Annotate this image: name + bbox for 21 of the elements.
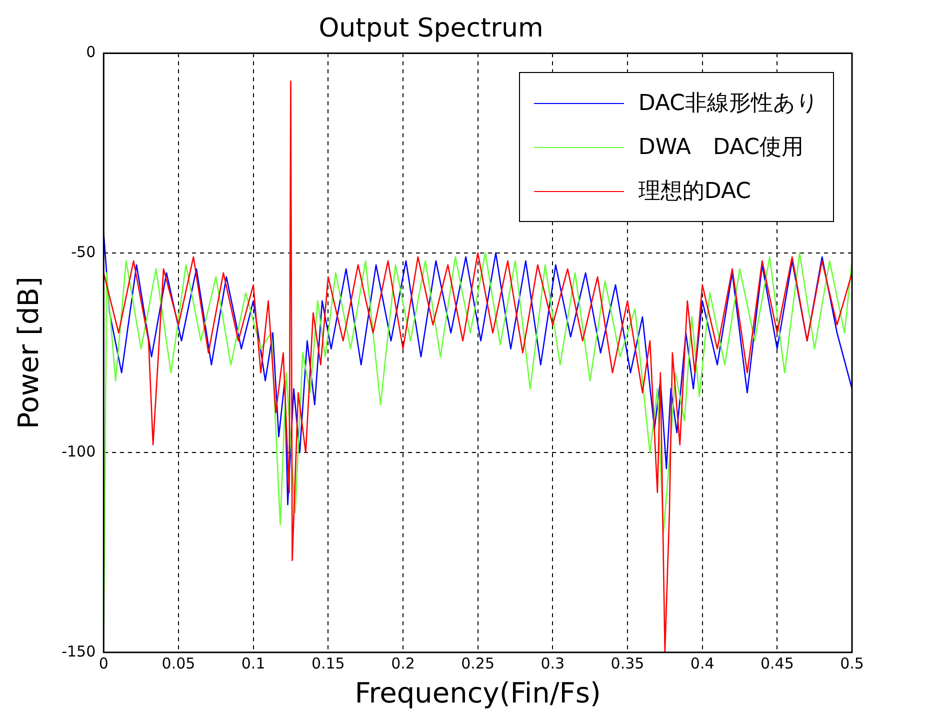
legend-label: DAC非線形性あり <box>638 90 819 118</box>
y-axis-title: Power [dB] <box>12 276 46 429</box>
x-tick-label: 0.3 <box>540 654 565 672</box>
y-tick-label: -150 <box>62 642 96 660</box>
x-tick-label: 0.4 <box>690 654 714 672</box>
x-tick-label: 0 <box>98 654 108 672</box>
x-tick-label: 0.35 <box>610 654 644 672</box>
chart-title: Output Spectrum <box>318 13 544 44</box>
x-tick-label: 0.45 <box>760 654 794 672</box>
x-tick-label: 0.2 <box>391 654 415 672</box>
legend-label: DWA DAC使用 <box>638 134 804 162</box>
y-tick-label: -100 <box>62 442 96 461</box>
x-tick-label: 0.15 <box>311 654 345 672</box>
x-tick-label: 0.1 <box>241 654 266 672</box>
y-tick-label: -50 <box>71 242 96 261</box>
x-axis-title: Frequency(Fin/Fs) <box>354 676 601 710</box>
x-tick-label: 0.25 <box>461 654 495 672</box>
legend-label: 理想的DAC <box>638 178 751 206</box>
x-tick-label: 0.5 <box>840 654 864 672</box>
y-tick-label: 0 <box>86 43 96 62</box>
x-tick-label: 0.05 <box>162 654 196 672</box>
